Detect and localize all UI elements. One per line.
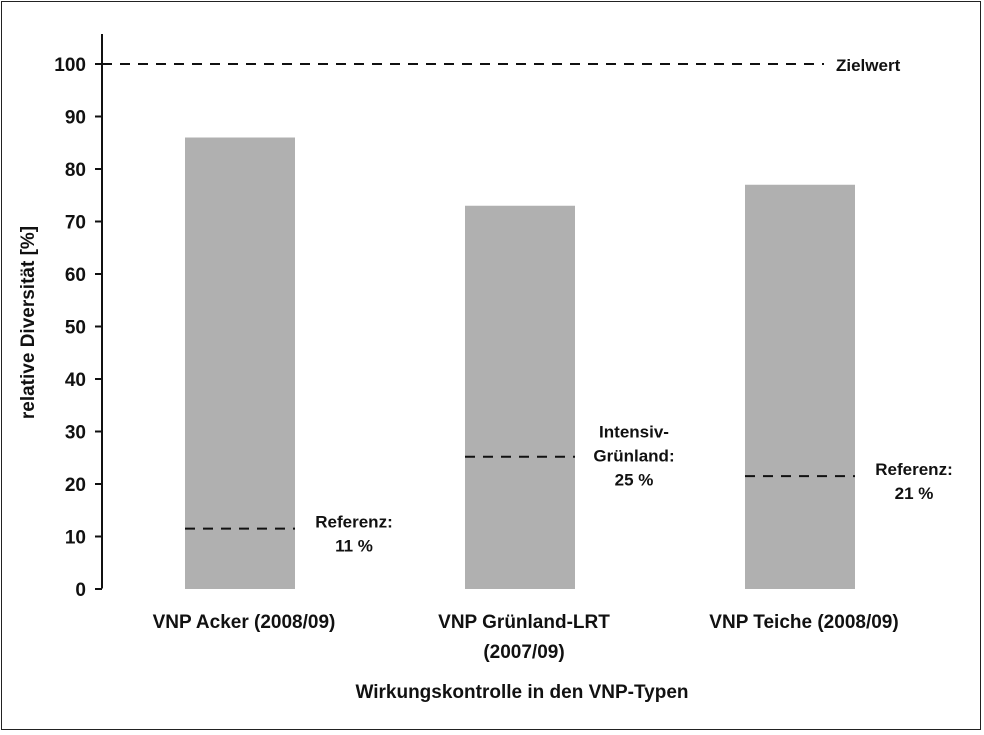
x-category-label: (2007/09) [483,642,564,663]
y-tick-label: 100 [54,55,86,76]
reference-lines: Referenz: 11 % Intensiv- Grünland: 25 % Refer… [185,423,953,556]
bar [745,184,855,589]
y-tick-label: 10 [65,528,86,549]
reference-label: Referenz: [315,513,392,532]
bar [465,205,575,589]
x-axis-title: Wirkungskontrolle in den VNP-Typen [355,682,688,703]
reference-label: Grünland: [593,447,674,466]
y-tick-label: 20 [65,475,86,496]
x-category-label: VNP Grünland-LRT [438,612,610,633]
reference-label: Referenz: [875,460,952,479]
bar [185,137,295,589]
reference-label: 11 % [335,537,373,556]
target-label: Zielwert [836,56,901,75]
target-line: Zielwert [102,56,901,75]
y-tick-label: 90 [65,108,86,129]
y-axis: 0 10 20 30 40 50 60 70 80 90 100 [54,34,942,601]
y-tick-label: 50 [65,318,86,339]
reference-label: 21 % [895,484,934,503]
y-tick-label: 70 [65,213,86,234]
y-tick-label: 60 [65,265,86,286]
y-axis-title: relative Diversität [%] [18,226,39,419]
y-tick-label: 40 [65,370,86,391]
bars [185,137,855,589]
x-category-label: VNP Acker (2008/09) [153,612,336,633]
reference-label: 25 % [615,471,654,490]
reference-label: Intensiv- [599,423,669,442]
x-category-label: VNP Teiche (2008/09) [709,612,898,633]
y-tick-label: 30 [65,423,86,444]
y-tick-label: 0 [75,580,86,601]
x-category-labels: VNP Acker (2008/09) VNP Grünland-LRT (2007… [153,612,899,663]
y-tick-label: 80 [65,160,86,181]
